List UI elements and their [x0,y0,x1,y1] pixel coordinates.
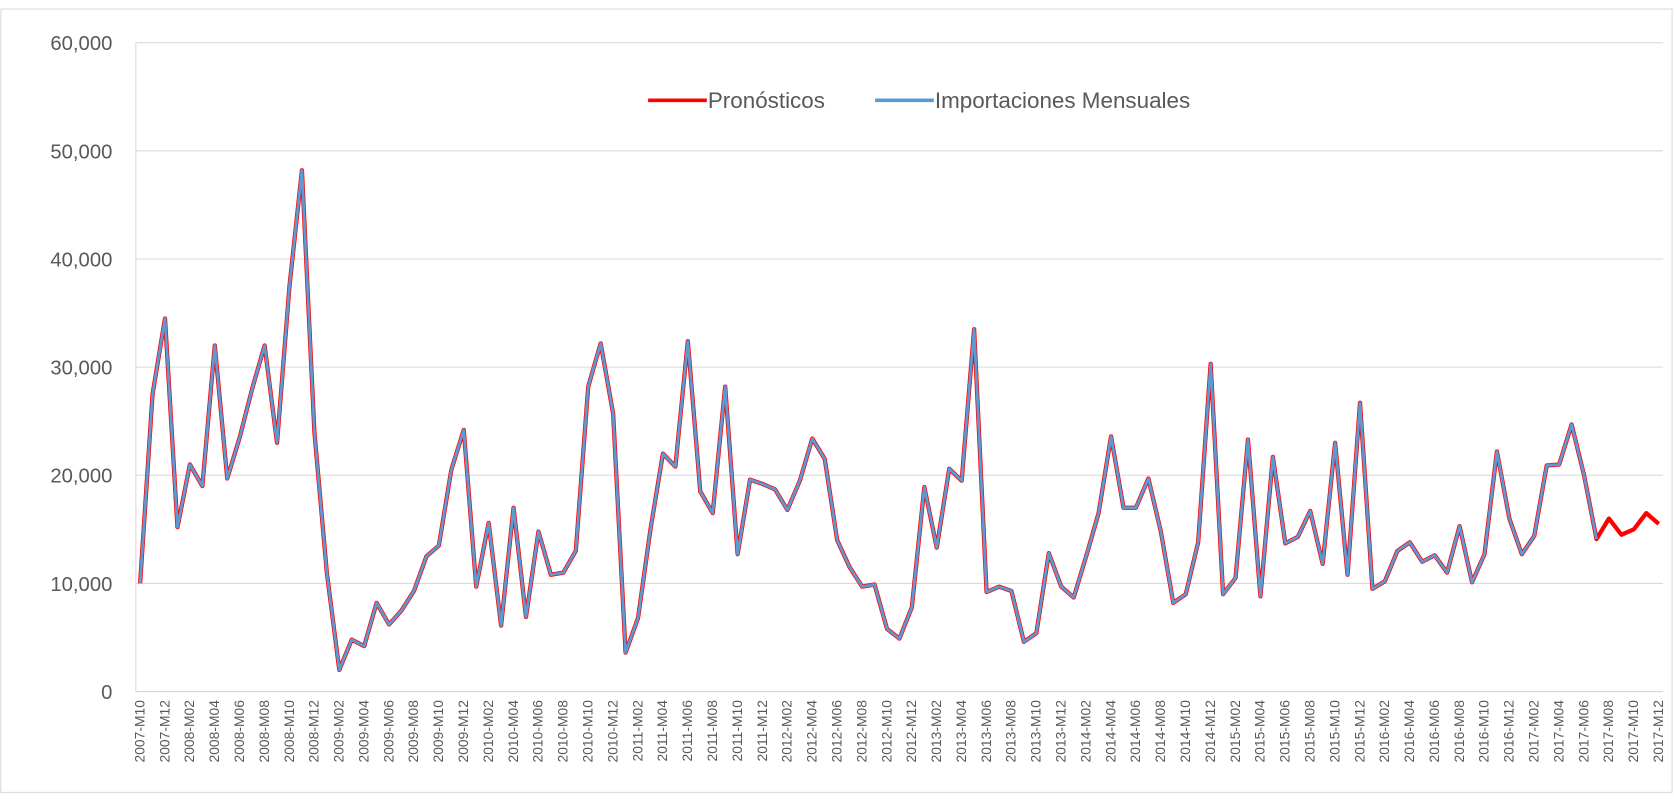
x-tick-label: 2011-M04 [654,700,670,762]
x-tick-label: 2008-M08 [256,700,272,763]
x-tick-label: 2017-M06 [1575,700,1591,763]
x-tick-label: 2015-M06 [1277,700,1293,763]
legend-label: Importaciones Mensuales [935,88,1190,113]
x-tick-label: 2013-M02 [928,700,944,763]
x-tick-label: 2008-M04 [206,700,222,763]
x-tick-label: 2007-M12 [156,700,172,763]
x-tick-label: 2017-M04 [1550,700,1566,763]
x-tick-label: 2017-M12 [1650,700,1666,763]
x-tick-label: 2014-M08 [1152,700,1168,763]
x-tick-label: 2009-M12 [455,700,471,763]
y-tick-label: 20,000 [50,466,112,488]
x-tick-label: 2014-M10 [1177,700,1193,763]
x-tick-label: 2008-M06 [231,700,247,763]
x-tick-label: 2011-M06 [679,700,695,762]
x-tick-label: 2011-M08 [704,700,720,762]
x-tick-label: 2012-M12 [903,700,919,763]
x-tick-label: 2012-M10 [878,700,894,763]
x-tick-label: 2016-M06 [1426,700,1442,763]
x-tick-label: 2011-M02 [629,700,645,762]
x-tick-label: 2010-M04 [505,700,521,763]
x-tick-label: 2007-M10 [131,700,147,763]
x-tick-label: 2010-M02 [480,700,496,763]
x-tick-label: 2012-M08 [853,700,869,763]
x-tick-label: 2012-M06 [828,700,844,763]
y-tick-label: 30,000 [50,358,112,380]
x-tick-label: 2010-M06 [530,700,546,763]
x-tick-label: 2009-M06 [380,700,396,763]
y-tick-label: 0 [101,682,112,704]
x-tick-label: 2014-M12 [1202,700,1218,763]
x-tick-label: 2008-M10 [281,700,297,763]
x-tick-label: 2008-M12 [306,700,322,763]
x-tick-label: 2015-M10 [1326,700,1342,763]
x-tick-label: 2009-M04 [355,700,371,763]
line-series [138,168,1598,672]
x-tick-label: 2015-M02 [1227,700,1243,763]
x-tick-label: 2013-M04 [953,700,969,763]
x-tick-label: 2013-M08 [1003,700,1019,763]
x-tick-label: 2017-M08 [1600,700,1616,763]
x-tick-label: 2014-M02 [1077,700,1093,763]
x-tick-label: 2015-M08 [1301,700,1317,763]
y-tick-label: 50,000 [50,141,112,163]
x-tick-label: 2011-M10 [729,700,745,762]
x-tick-label: 2009-M10 [430,700,446,763]
x-tick-label: 2017-M10 [1625,700,1641,763]
x-tick-label: 2013-M12 [1053,700,1069,763]
x-tick-label: 2015-M04 [1252,700,1268,763]
x-tick-label: 2016-M12 [1501,700,1517,763]
x-tick-label: 2009-M02 [331,700,347,763]
x-tick-label: 2016-M10 [1476,700,1492,763]
x-tick-label: 2009-M08 [405,700,421,763]
chart-frame [0,8,1673,793]
x-tick-label: 2014-M04 [1102,700,1118,763]
x-tick-label: 2016-M08 [1451,700,1467,763]
x-tick-label: 2012-M02 [779,700,795,763]
x-tick-label: 2010-M10 [580,700,596,763]
x-tick-label: 2013-M10 [1028,700,1044,763]
x-tick-label: 2017-M02 [1526,700,1542,763]
x-tick-label: 2008-M02 [181,700,197,763]
x-tick-label: 2012-M04 [804,700,820,763]
y-tick-label: 60,000 [50,33,112,55]
x-tick-label: 2013-M06 [978,700,994,763]
x-tick-label: 2010-M08 [555,700,571,763]
y-tick-label: 10,000 [50,574,112,596]
legend-label: Pronósticos [708,88,825,113]
x-tick-label: 2010-M12 [604,700,620,763]
x-tick-label: 2014-M06 [1127,700,1143,763]
x-tick-label: 2016-M02 [1376,700,1392,763]
y-tick-label: 40,000 [50,249,112,271]
x-tick-label: 2015-M12 [1351,700,1367,763]
x-tick-label: 2016-M04 [1401,700,1417,763]
x-tick-label: 2011-M12 [754,700,770,762]
